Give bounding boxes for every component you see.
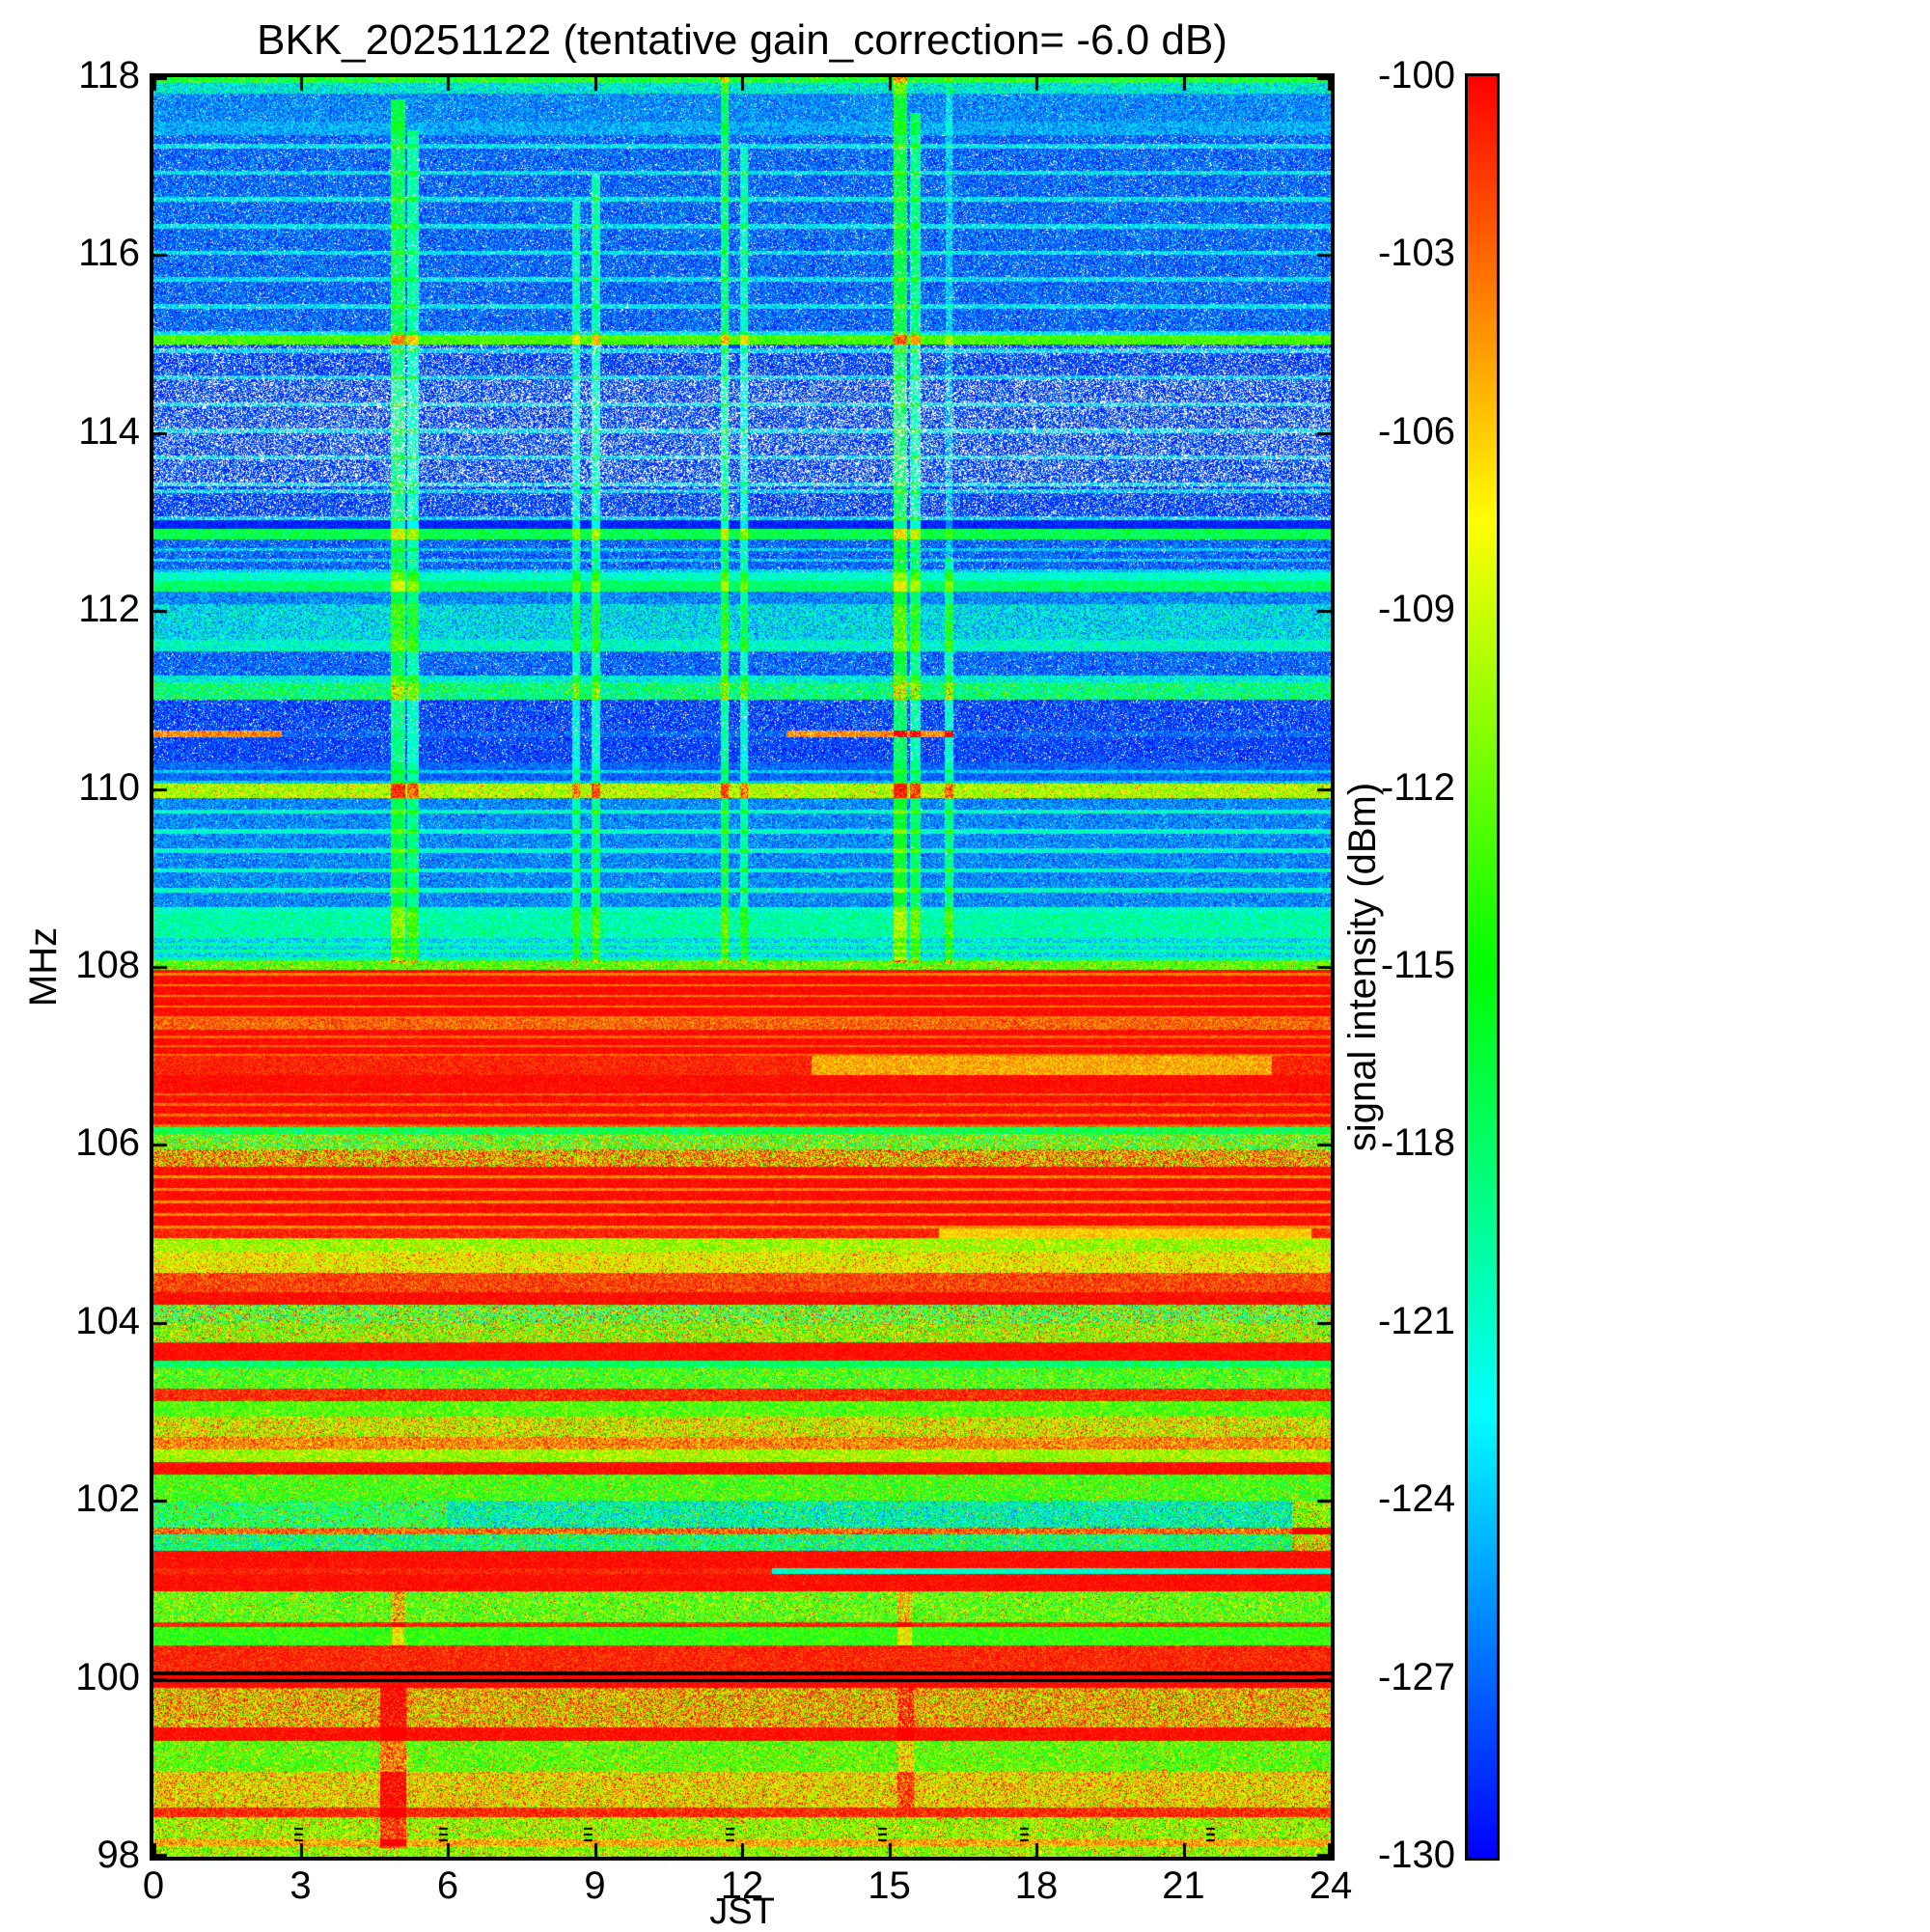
colorbar-tick-label: -115 xyxy=(1380,944,1455,986)
colorbar-tick-label: -106 xyxy=(1377,409,1455,453)
spectrogram-canvas xyxy=(153,77,1331,1857)
colorbar-tick-label: -118 xyxy=(1380,1121,1455,1165)
x-tick-label: 9 xyxy=(584,1864,606,1907)
colorbar xyxy=(1465,73,1500,1861)
y-tick-label: 98 xyxy=(96,1834,141,1876)
y-tick-label: 106 xyxy=(75,1121,140,1165)
y-tick-label: 104 xyxy=(75,1299,140,1342)
colorbar-tick-label: -121 xyxy=(1377,1299,1455,1342)
y-tick-label: 110 xyxy=(78,765,140,809)
x-tick-label: 3 xyxy=(290,1864,312,1907)
x-tick-label: 12 xyxy=(720,1864,764,1907)
colorbar-tick-label: -127 xyxy=(1377,1655,1455,1698)
x-tick-label: 21 xyxy=(1162,1864,1205,1907)
x-axis-label: JST xyxy=(709,1891,775,1932)
y-tick-label: 102 xyxy=(75,1477,140,1521)
y-tick-label: 114 xyxy=(78,409,140,453)
x-tick-label: 24 xyxy=(1309,1864,1353,1907)
colorbar-tick-label: -124 xyxy=(1377,1477,1455,1521)
colorbar-label: signal intensity (dBm) xyxy=(1341,782,1384,1152)
colorbar-tick-label: -109 xyxy=(1377,588,1455,631)
x-tick-label: 18 xyxy=(1014,1864,1059,1907)
colorbar-tick-label: -100 xyxy=(1377,54,1455,97)
y-tick-label: 112 xyxy=(78,588,140,631)
x-tick-label: 0 xyxy=(142,1864,165,1907)
colorbar-tick-label: -112 xyxy=(1380,765,1455,809)
colorbar-tick-label: -103 xyxy=(1377,232,1455,275)
colorbar-tick-label: -130 xyxy=(1377,1834,1455,1876)
x-tick-label: 15 xyxy=(868,1864,911,1907)
y-tick-label: 116 xyxy=(78,232,140,275)
y-tick-label: 118 xyxy=(78,54,140,97)
plot-area xyxy=(150,73,1335,1861)
y-axis-label: MHz xyxy=(22,926,65,1007)
y-tick-label: 108 xyxy=(75,944,140,986)
y-tick-label: 100 xyxy=(75,1655,140,1698)
x-tick-label: 6 xyxy=(436,1864,459,1907)
chart-title: BKK_20251122 (tentative gain_correction=… xyxy=(257,16,1227,64)
